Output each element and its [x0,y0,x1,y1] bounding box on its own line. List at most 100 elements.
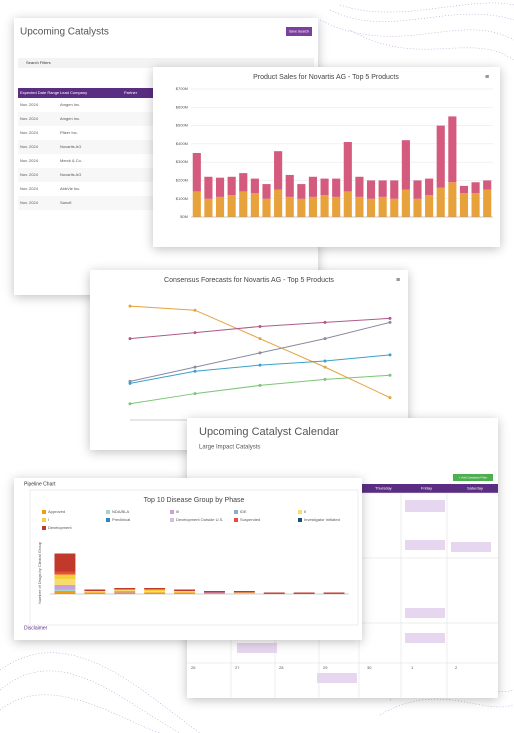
chart-title: Top 10 Disease Group by Phase [144,497,245,504]
event[interactable] [405,540,445,550]
legend-label[interactable]: III [176,509,179,514]
bar-segment [274,189,283,217]
menu-icon[interactable]: ≡ [485,74,489,81]
point [258,351,262,355]
bar-segment [239,191,248,217]
bar-segment [293,592,315,594]
date-number: 29 [323,665,328,670]
table-cell: Nov. 2024 [20,102,39,107]
bar-segment [274,151,283,190]
table-cell: Nov. 2024 [20,172,39,177]
bar-segment [308,196,318,217]
point [258,383,262,387]
y-tick-label: $700M [176,86,188,91]
bar-segment [54,579,76,585]
legend-label[interactable]: Suspended [240,517,260,522]
table-cell: Nov. 2024 [20,186,39,191]
legend-swatch [298,518,302,522]
legend-label[interactable]: Development [48,525,72,530]
table-cell: Amgen Inc. [60,102,80,107]
point [323,359,327,363]
event[interactable] [237,643,277,653]
filter-bar[interactable] [18,58,314,68]
legend-swatch [42,510,46,514]
table-cell: Nov. 2024 [20,158,39,163]
bar-segment [144,591,166,593]
menu-icon[interactable]: ≡ [396,277,400,284]
panel-title: Upcoming Catalysts [20,27,109,38]
bar-segment [471,182,480,194]
sales-panel: Product Sales for Novartis AG - Top 5 Pr… [153,67,500,247]
legend-swatch [298,510,302,514]
point [193,392,197,396]
disclaimer-link[interactable]: Disclaimer [24,625,48,631]
event[interactable] [405,500,445,512]
point [193,369,197,373]
bar-segment [84,592,106,594]
bar-segment [215,196,225,217]
legend-label[interactable]: NDA/BLA [112,509,129,514]
bar-segment [203,591,225,593]
day-name: Thursday [375,486,392,491]
point [388,320,392,324]
point [128,381,132,385]
calendar-title: Upcoming Catalyst Calendar [199,426,339,438]
bar-segment [239,173,248,192]
point [388,353,392,357]
y-tick-label: $100M [176,196,188,201]
event[interactable] [317,673,357,683]
legend-swatch [106,510,110,514]
bar-segment [54,589,76,591]
bar-segment [459,185,469,194]
save-button[interactable] [286,27,312,36]
event[interactable] [451,542,491,552]
date-number: 1 [411,665,414,670]
table-cell: Amgen Inc. [60,116,80,121]
bar-segment [471,193,480,217]
filter-label: Search Filters [26,60,51,65]
table-cell: Novartis AG [60,144,81,149]
bar-segment [144,592,166,594]
point [388,316,392,320]
bar-segment [483,189,492,217]
table-cell: Nov. 2024 [20,116,39,121]
bar-segment [114,589,136,591]
legend-label[interactable]: Investigator Initiated [304,517,340,522]
legend-label[interactable]: I [48,517,49,522]
legend-label[interactable]: Preclinical [112,517,130,522]
bar-segment [297,198,306,217]
date-number: 30 [367,665,372,670]
y-tick-label: $300M [176,159,188,164]
bar-segment [227,176,236,196]
bar-segment [483,180,492,190]
event[interactable] [405,633,445,643]
legend-label[interactable]: II [304,509,306,514]
legend-label[interactable]: Approved [48,509,65,514]
bar-segment [233,591,255,593]
legend-swatch [170,510,174,514]
bar-segment [233,592,255,594]
bar-segment [204,198,213,217]
day-name: Friday [421,486,432,491]
add-filter-button[interactable] [453,474,493,481]
bar-segment [174,589,196,591]
y-axis-label: Number of Drugs by Clinical Group [37,541,42,604]
y-tick-label: $0M [180,214,188,219]
event[interactable] [405,608,445,618]
legend-swatch [170,518,174,522]
table-cell: Merck & Co. [60,158,82,163]
point [388,373,392,377]
bar-segment [401,189,410,217]
legend-label[interactable]: Development Outside U.S. [176,517,223,522]
point [258,363,262,367]
chart-card [29,489,359,626]
point [193,331,197,335]
legend-label[interactable]: IDE [240,509,247,514]
bar-segment [204,176,213,199]
bar-segment [308,176,318,197]
bar-segment [192,191,201,217]
table-cell: Novartis AG [60,172,81,177]
table-cell: Pfizer Inc. [60,130,78,135]
bar-segment [203,592,225,594]
